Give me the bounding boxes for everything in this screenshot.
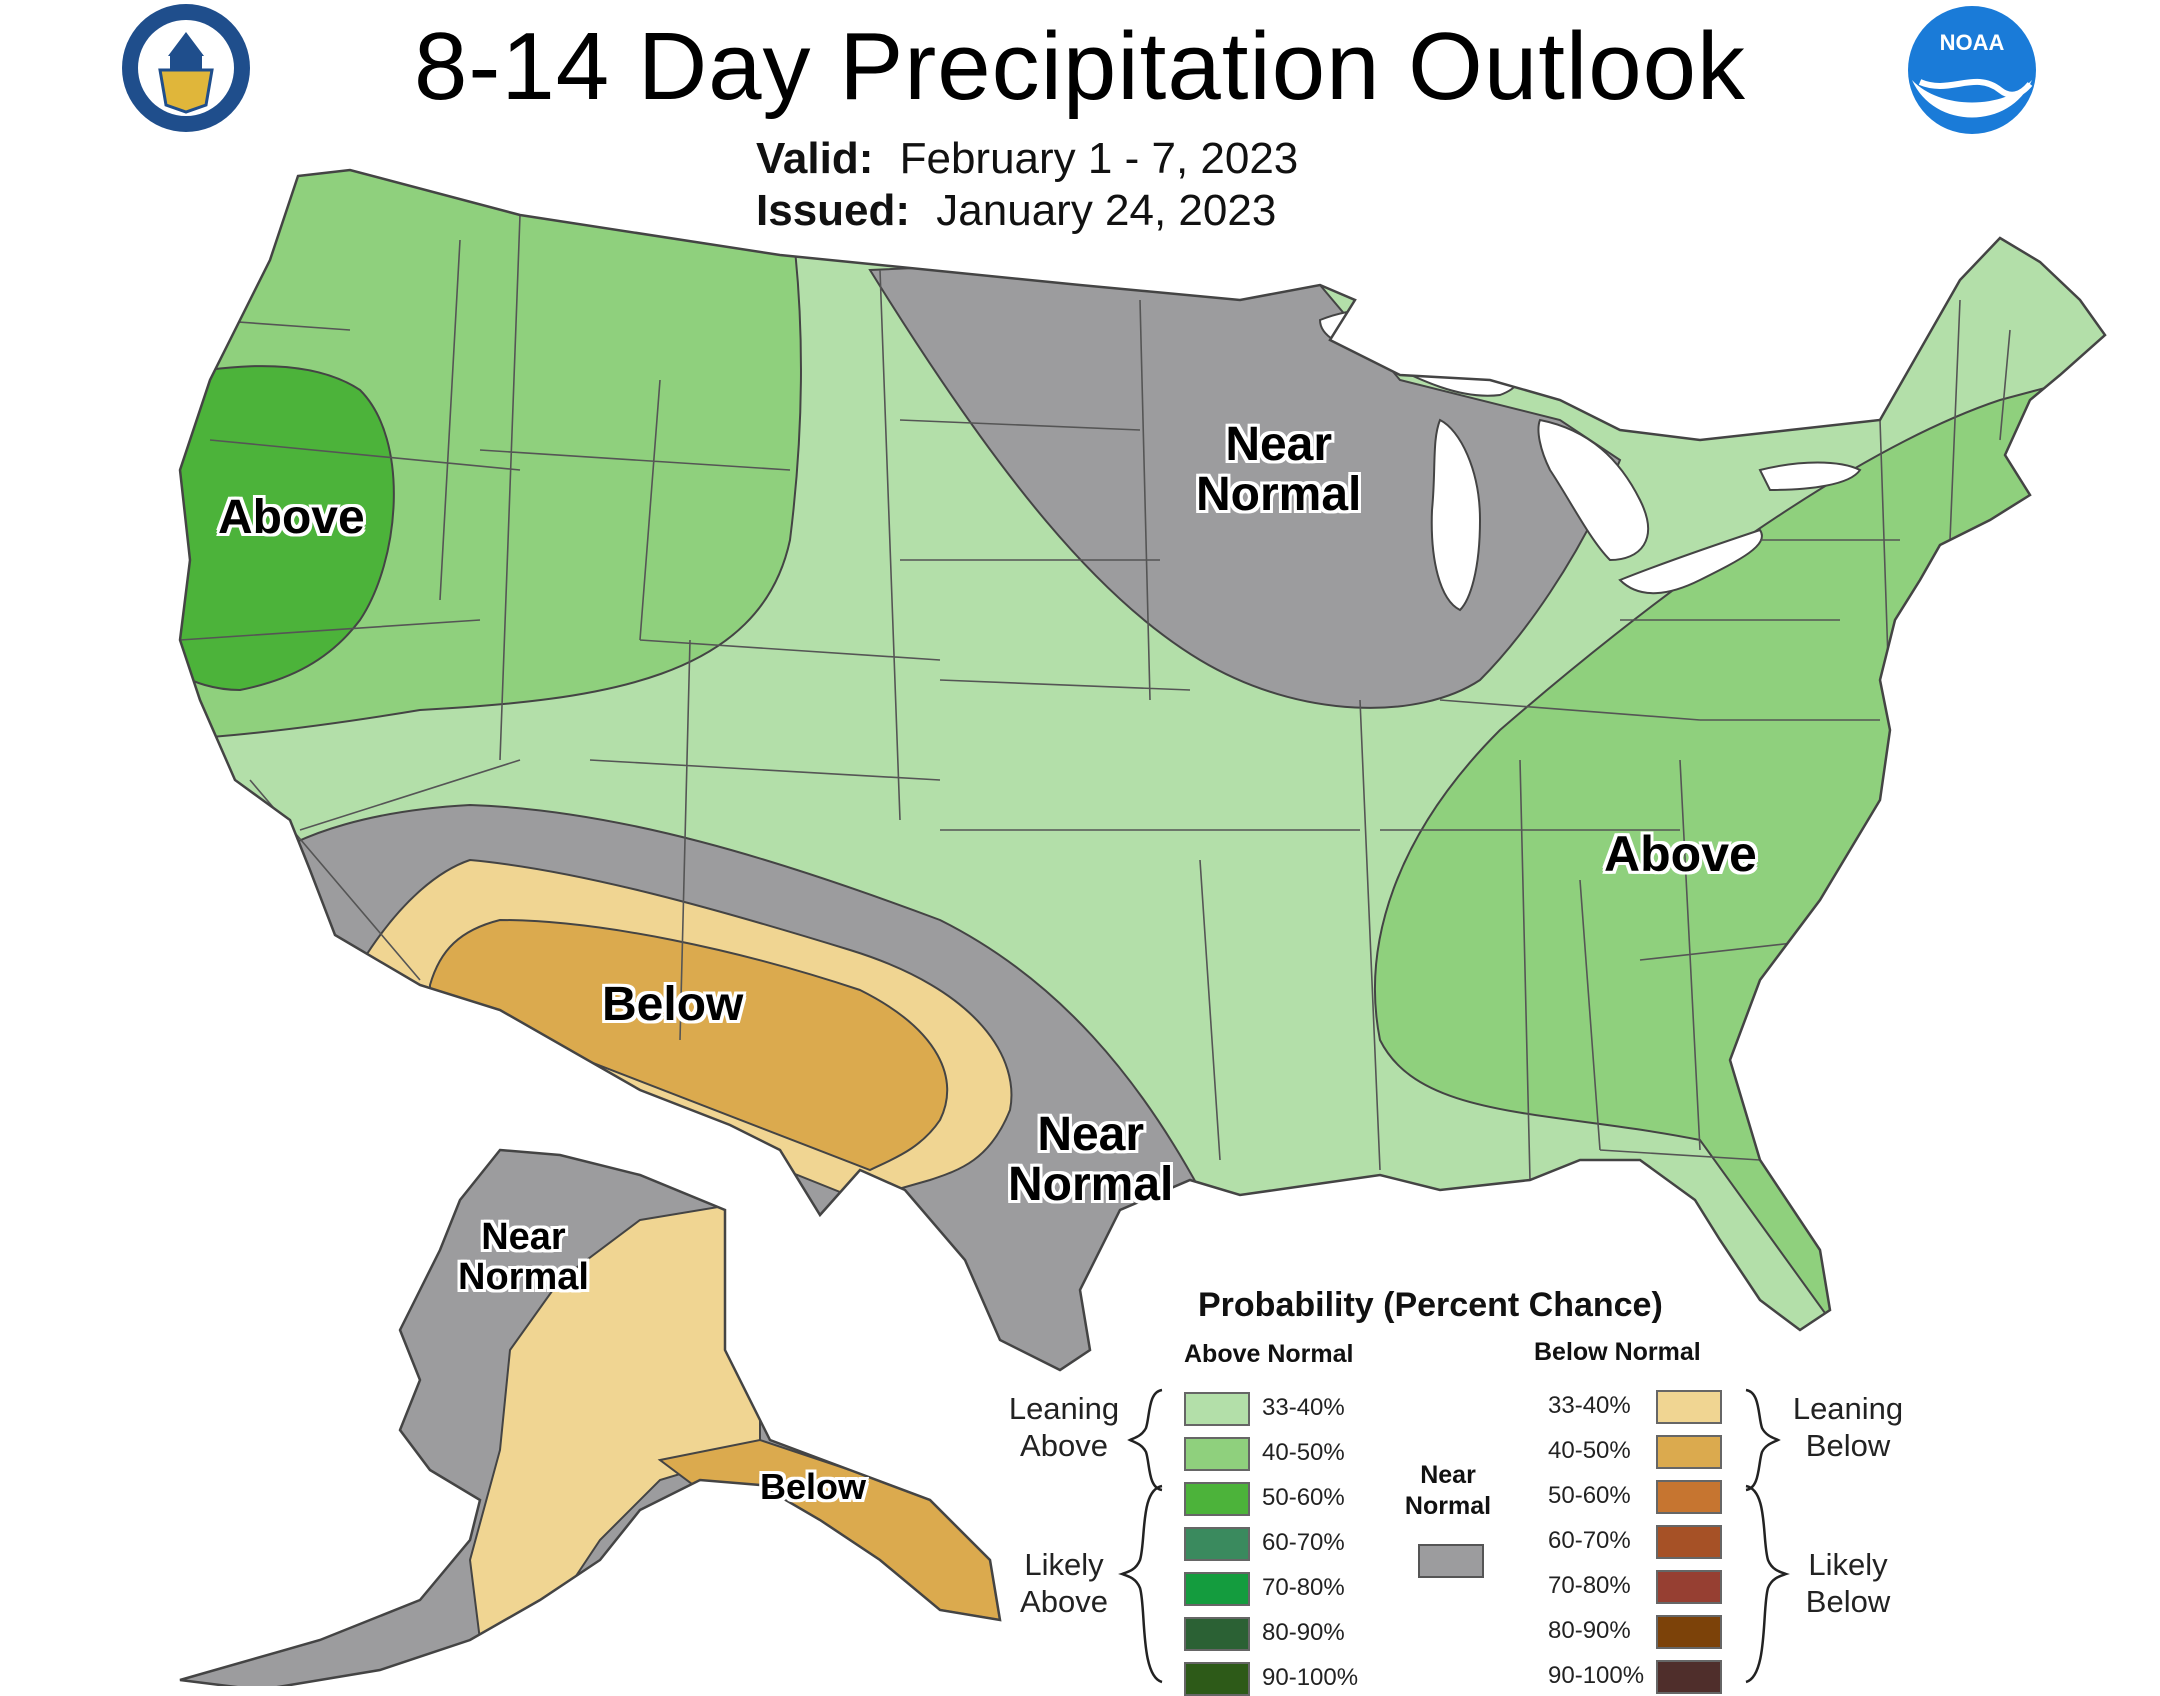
issued-line: Issued: January 24, 2023 [756,186,1276,236]
label-west-above: Above [218,491,365,544]
legend-leaning-above-2: Above [1020,1428,1108,1464]
legend-above-swatch [1184,1617,1250,1651]
legend-above-range: 60-70% [1262,1529,1345,1556]
legend-above-swatch [1184,1572,1250,1606]
legend-below-range: 40-50% [1548,1437,1631,1464]
legend-above-swatch [1184,1662,1250,1696]
doc-seal-icon [122,4,250,132]
legend-leaning-below-2: Below [1805,1428,1891,1464]
legend-above-header: Above Normal [1184,1340,1354,1368]
legend-above-swatch [1184,1437,1250,1471]
legend-below-swatch [1656,1615,1722,1649]
legend-below-swatch [1656,1435,1722,1469]
legend-near-2: Normal [1404,1492,1492,1521]
legend-below-swatch [1656,1390,1722,1424]
nw-above-50-60 [180,365,395,692]
conus-outline [178,168,2107,1372]
legend-leaning-below-1: Leaning [1792,1391,1904,1426]
legend-below-swatch [1656,1660,1722,1694]
legend-below-header: Below Normal [1534,1338,1701,1366]
label-tx-near-normal: Near Normal [1008,1108,1174,1212]
legend-above-swatch [1184,1482,1250,1516]
label-north-near: Near [1225,418,1333,471]
alaska-outline [179,1148,1002,1686]
issued-value: January 24, 2023 [936,186,1277,235]
legend-above-range: 80-90% [1262,1619,1345,1646]
legend-below-range: 50-60% [1548,1482,1631,1509]
legend-likely-below-2: Below [1805,1584,1891,1620]
valid-value: February 1 - 7, 2023 [899,134,1299,183]
legend-likely-above-1: Likely [1024,1547,1104,1582]
legend-likely-above-2: Above [1020,1584,1108,1620]
legend-likely-above: Likely Above [996,1546,1132,1620]
legend-above-swatch [1184,1392,1250,1426]
legend-below-range: 90-100% [1548,1662,1645,1689]
valid-label: Valid: [756,134,874,183]
label-tx-normal: Normal [1008,1158,1174,1212]
state-borders [180,214,2011,1181]
legend-below-range: 80-90% [1548,1617,1631,1644]
legend-near-normal-label: Near Normal [1388,1460,1508,1523]
legend-near-normal-swatch [1418,1544,1484,1578]
legend-above-swatch [1184,1527,1250,1561]
legend-near-1: Near [1420,1461,1476,1489]
legend-below-range: 60-70% [1548,1527,1631,1554]
valid-line: Valid: February 1 - 7, 2023 [756,134,1298,184]
legend-below-swatch [1656,1570,1722,1604]
legend-leaning-below: Leaning Below [1780,1390,1916,1464]
legend-likely-below: Likely Below [1780,1546,1916,1620]
legend-below-range: 70-80% [1548,1572,1631,1599]
label-north-normal: Normal [1196,468,1362,522]
label-north-near-normal: Near Normal [1196,418,1362,522]
label-east-above: Above [1604,826,1757,882]
north-near-normal [868,258,1622,709]
legend-likely-below-1: Likely [1808,1547,1888,1582]
legend-above-range: 33-40% [1262,1394,1345,1421]
page-title: 8-14 Day Precipitation Outlook [414,13,1746,120]
lake-michigan [1430,418,1482,612]
legend-above-range: 70-80% [1262,1574,1345,1601]
lake-ontario [1758,461,1862,492]
legend-title: Probability (Percent Chance) [1198,1286,1663,1324]
legend-leaning-above-1: Leaning [1008,1391,1120,1426]
legend-leaning-above: Leaning Above [996,1390,1132,1464]
issued-label: Issued: [756,186,911,235]
label-ak-near: Near [481,1216,566,1258]
label-ak-near-normal: Near Normal [458,1216,589,1298]
label-ak-below: Below [760,1466,867,1507]
legend-above-range: 40-50% [1262,1439,1345,1466]
label-sw-below: Below [602,978,744,1031]
lake-huron [1537,418,1650,562]
noaa-logo-text: NOAA [1940,30,2005,55]
noaa-logo-icon: NOAA [1908,6,2036,134]
alaska-regions [180,1150,1000,1686]
label-tx-near: Near [1037,1108,1145,1161]
label-ak-normal: Normal [458,1255,589,1298]
legend-above-range: 50-60% [1262,1484,1345,1511]
legend-below-swatch [1656,1525,1722,1559]
legend-below-swatch [1656,1480,1722,1514]
legend-above-range: 90-100% [1262,1664,1359,1691]
sw-below-40-50 [429,918,949,1172]
legend-below-range: 33-40% [1548,1392,1631,1419]
lake-erie [1618,528,1763,595]
